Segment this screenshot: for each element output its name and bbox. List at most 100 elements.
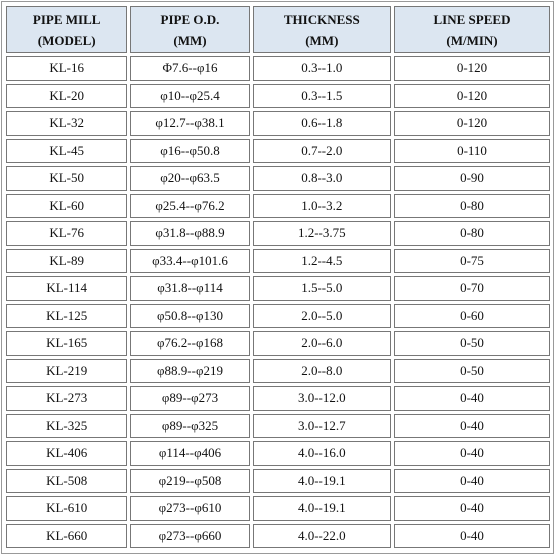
table-cell: KL-50	[6, 166, 128, 191]
table-cell: 1.2--4.5	[252, 248, 391, 273]
table-row: KL-325 φ89--φ325 3.0--12.7 0-40	[6, 413, 550, 438]
table-cell: 2.0--6.0	[252, 331, 391, 356]
table-cell: φ33.4--φ101.6	[130, 248, 250, 273]
table-cell: 2.0--8.0	[252, 358, 391, 383]
table-cell: 0-90	[394, 166, 550, 191]
table-row: KL-610 φ273--φ610 4.0--19.1 0-40	[6, 496, 550, 521]
table-cell: φ76.2--φ168	[130, 331, 250, 356]
table-cell: KL-20	[6, 83, 128, 108]
table-cell: φ31.8--φ88.9	[130, 221, 250, 246]
table-cell: Φ7.6--φ16	[130, 56, 250, 81]
table-cell: φ31.8--φ114	[130, 276, 250, 301]
table-cell: 3.0--12.7	[252, 413, 391, 438]
table-cell: 0-50	[394, 331, 550, 356]
table-cell: 0.3--1.0	[252, 56, 391, 81]
table-row: KL-89 φ33.4--φ101.6 1.2--4.5 0-75	[6, 248, 550, 273]
table-cell: KL-325	[6, 413, 128, 438]
table-row: KL-16 Φ7.6--φ16 0.3--1.0 0-120	[6, 56, 550, 81]
table-cell: KL-76	[6, 221, 128, 246]
table-row: KL-45 φ16--φ50.8 0.7--2.0 0-110	[6, 138, 550, 163]
table-cell: 0-80	[394, 221, 550, 246]
table-row: KL-219 φ88.9--φ219 2.0--8.0 0-50	[6, 358, 550, 383]
table-cell: 0-40	[394, 441, 550, 466]
table-cell: φ50.8--φ130	[130, 303, 250, 328]
table-cell: φ273--φ610	[130, 496, 250, 521]
table-cell: KL-508	[6, 468, 128, 493]
header-text: LINE SPEED	[433, 11, 511, 27]
header-cell: THICKNESS (MM)	[252, 6, 391, 53]
header-text: THICKNESS	[283, 11, 360, 27]
table-cell: 0-40	[394, 386, 550, 411]
table-cell: φ88.9--φ219	[130, 358, 250, 383]
table-cell: 4.0--16.0	[252, 441, 391, 466]
table-cell: 0-75	[394, 248, 550, 273]
table-cell: 0.8--3.0	[252, 166, 391, 191]
spec-table: PIPE MILL (MODEL) PIPE O.D. (MM) THICKNESS (M…	[3, 3, 553, 551]
table-cell: KL-660	[6, 523, 128, 548]
table-row: KL-165 φ76.2--φ168 2.0--6.0 0-50	[6, 331, 550, 356]
table-cell: 4.0--22.0	[252, 523, 391, 548]
table-cell: φ10--φ25.4	[130, 83, 250, 108]
table-cell: φ16--φ50.8	[130, 138, 250, 163]
table-cell: 0.7--2.0	[252, 138, 391, 163]
table-cell: φ89--φ273	[130, 386, 250, 411]
table-cell: 0.3--1.5	[252, 83, 391, 108]
table-cell: 0-110	[394, 138, 550, 163]
table-cell: φ273--φ660	[130, 523, 250, 548]
table-cell: 0-70	[394, 276, 550, 301]
table-cell: 0-60	[394, 303, 550, 328]
table-row: KL-660 φ273--φ660 4.0--22.0 0-40	[6, 523, 550, 548]
table-row: KL-32 φ12.7--φ38.1 0.6--1.8 0-120	[6, 111, 550, 136]
header-text: (MODEL)	[37, 32, 96, 48]
table-cell: 0-120	[394, 83, 550, 108]
table-cell: 0-120	[394, 56, 550, 81]
table-cell: KL-125	[6, 303, 128, 328]
table-row: KL-273 φ89--φ273 3.0--12.0 0-40	[6, 386, 550, 411]
table-cell: 0-40	[394, 523, 550, 548]
table-cell: 0-40	[394, 468, 550, 493]
table-cell: KL-89	[6, 248, 128, 273]
table-cell: 2.0--5.0	[252, 303, 391, 328]
table-row: KL-76 φ31.8--φ88.9 1.2--3.75 0-80	[6, 221, 550, 246]
header-text: (M/MIN)	[446, 32, 498, 48]
table-row: KL-60 φ25.4--φ76.2 1.0--3.2 0-80	[6, 193, 550, 218]
table-cell: KL-219	[6, 358, 128, 383]
table-cell: 3.0--12.0	[252, 386, 391, 411]
table-cell: 4.0--19.1	[252, 496, 391, 521]
table-cell: KL-60	[6, 193, 128, 218]
table-cell: KL-16	[6, 56, 128, 81]
table-row: KL-50 φ20--φ63.5 0.8--3.0 0-90	[6, 166, 550, 191]
table-cell: 1.5--5.0	[252, 276, 391, 301]
header-row: PIPE MILL (MODEL) PIPE O.D. (MM) THICKNESS (M…	[6, 6, 550, 53]
table-row: KL-114 φ31.8--φ114 1.5--5.0 0-70	[6, 276, 550, 301]
header-text: PIPE O.D.	[160, 11, 220, 27]
table-cell: 0-80	[394, 193, 550, 218]
header-text: (MM)	[305, 32, 339, 48]
table-row: KL-125 φ50.8--φ130 2.0--5.0 0-60	[6, 303, 550, 328]
table-cell: 1.0--3.2	[252, 193, 391, 218]
table-row: KL-406 φ114--φ406 4.0--16.0 0-40	[6, 441, 550, 466]
table-row: KL-508 φ219--φ508 4.0--19.1 0-40	[6, 468, 550, 493]
table-cell: φ25.4--φ76.2	[130, 193, 250, 218]
table-cell: φ20--φ63.5	[130, 166, 250, 191]
header-cell: PIPE MILL (MODEL)	[6, 6, 128, 53]
table-cell: KL-273	[6, 386, 128, 411]
table-cell: KL-45	[6, 138, 128, 163]
table-cell: φ12.7--φ38.1	[130, 111, 250, 136]
table-cell: KL-406	[6, 441, 128, 466]
table-body: KL-16 Φ7.6--φ16 0.3--1.0 0-120 KL-20 φ10--φ25…	[6, 56, 550, 548]
table-cell: KL-165	[6, 331, 128, 356]
table-cell: φ114--φ406	[130, 441, 250, 466]
header-cell: PIPE O.D. (MM)	[130, 6, 250, 53]
table-cell: 4.0--19.1	[252, 468, 391, 493]
header-text: PIPE MILL	[32, 11, 101, 27]
table-cell: 0-40	[394, 496, 550, 521]
table-cell: 0-50	[394, 358, 550, 383]
table-cell: φ89--φ325	[130, 413, 250, 438]
table-cell: 1.2--3.75	[252, 221, 391, 246]
header-cell: LINE SPEED (M/MIN)	[394, 6, 550, 53]
table-cell: φ219--φ508	[130, 468, 250, 493]
table-cell: KL-114	[6, 276, 128, 301]
